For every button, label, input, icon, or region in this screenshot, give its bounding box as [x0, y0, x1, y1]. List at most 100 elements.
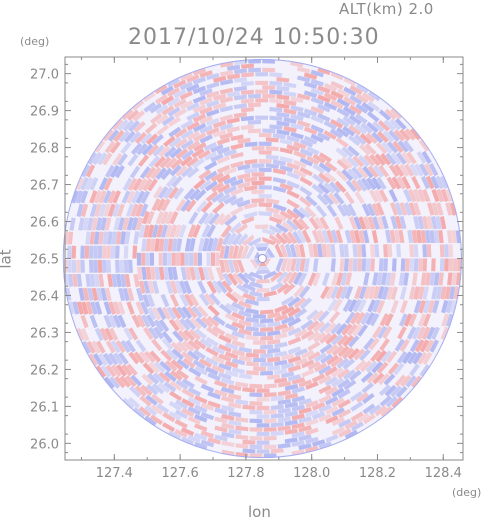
radar-cell: [163, 266, 170, 281]
radar-cell: [75, 176, 85, 191]
radar-cell: [205, 117, 220, 127]
radar-cell: [351, 166, 364, 179]
radar-cell: [398, 272, 405, 286]
radar-cell: [112, 352, 124, 366]
radar-cell: [86, 217, 94, 231]
radar-cell: [245, 370, 259, 376]
radar-cell: [142, 294, 151, 308]
radar-cell: [214, 389, 228, 397]
radar-cell: [269, 215, 283, 225]
radar-cell: [188, 211, 199, 225]
radar-cell: [243, 202, 258, 210]
radar-cell: [263, 418, 277, 424]
radar-cell: [238, 373, 252, 380]
radar-cell: [180, 119, 194, 130]
radar-cell: [287, 317, 302, 327]
radar-cell: [184, 252, 189, 266]
radar-cell: [219, 96, 234, 104]
radar-cell: [279, 243, 289, 258]
radar-cell: [141, 252, 146, 266]
radar-cell: [248, 281, 263, 289]
radar-cell: [258, 185, 273, 190]
radar-cell: [277, 425, 291, 432]
radar-cell: [260, 370, 274, 376]
radar-cell: [155, 167, 167, 180]
radar-cell: [347, 134, 361, 147]
radar-cell: [312, 321, 326, 333]
radar-cell: [335, 272, 344, 287]
radar-cell: [389, 229, 396, 244]
radar-cell: [349, 370, 362, 382]
radar-cell: [298, 425, 312, 433]
radar-cell: [143, 101, 157, 113]
radar-cell: [97, 353, 109, 366]
radar-cell: [219, 245, 226, 259]
radar-cell: [242, 404, 256, 411]
radar-cell: [219, 114, 234, 122]
radar-cell: [154, 266, 161, 281]
radar-cell: [439, 244, 445, 258]
radar-cell: [194, 365, 208, 376]
radar-cell: [372, 299, 381, 313]
radar-cell: [138, 351, 151, 364]
radar-cell: [354, 359, 367, 372]
radar-cell: [187, 339, 201, 351]
radar-cell: [291, 422, 305, 430]
radar-cell: [199, 70, 213, 78]
radar-cell: [256, 414, 270, 419]
radar-cell: [205, 108, 220, 117]
radar-cell: [363, 413, 376, 425]
radar-cell: [200, 439, 215, 448]
radar-cell: [343, 86, 357, 97]
radar-cell: [281, 306, 295, 316]
radar-cell: [227, 384, 242, 392]
radar-cell: [221, 449, 235, 456]
radar-cell: [335, 137, 349, 148]
radar-cell: [388, 189, 398, 203]
radar-cell: [417, 215, 425, 230]
radar-cell: [211, 345, 225, 355]
radar-cell: [89, 314, 98, 329]
x-axis-label: lon: [248, 503, 271, 521]
radar-cell: [89, 190, 98, 204]
radar-cell: [356, 243, 362, 258]
radar-cell: [85, 164, 96, 178]
radar-cell: [378, 109, 392, 121]
radar-cell: [345, 179, 357, 193]
radar-cell: [219, 87, 234, 95]
radar-cell: [240, 244, 250, 259]
radar-cell: [142, 362, 155, 375]
radar-cell: [303, 108, 318, 117]
radar-cell: [276, 85, 290, 92]
radar-cell: [312, 243, 319, 258]
radar-cell: [138, 224, 146, 238]
radar-cell: [344, 420, 358, 430]
radar-cell: [214, 407, 228, 415]
radar-cell: [164, 360, 178, 372]
radar-cell: [92, 152, 103, 166]
radar-cell: [356, 412, 370, 423]
radar-cell: [215, 252, 220, 267]
radar-cell: [157, 382, 171, 394]
radar-cell: [411, 229, 418, 244]
radar-cell: [307, 341, 321, 352]
radar-cell: [424, 339, 435, 353]
radar-cell: [194, 423, 208, 432]
radar-cell: [330, 118, 344, 129]
radar-cell: [129, 385, 142, 398]
radar-cell: [299, 138, 314, 148]
radar-cell: [324, 376, 339, 387]
radar-cell: [194, 375, 208, 386]
radar-cell: [331, 397, 345, 408]
radar-cell: [306, 155, 320, 165]
radar-cell: [270, 404, 284, 410]
radar-cell: [323, 130, 337, 140]
radar-cell: [139, 166, 151, 179]
radar-cell: [336, 203, 348, 217]
radar-cell: [413, 300, 422, 314]
radar-cell: [422, 313, 431, 327]
radar-cell: [411, 272, 418, 286]
x-tick-label: 127.6: [162, 466, 199, 481]
radar-cell: [381, 272, 388, 286]
radar-cell: [107, 190, 117, 204]
